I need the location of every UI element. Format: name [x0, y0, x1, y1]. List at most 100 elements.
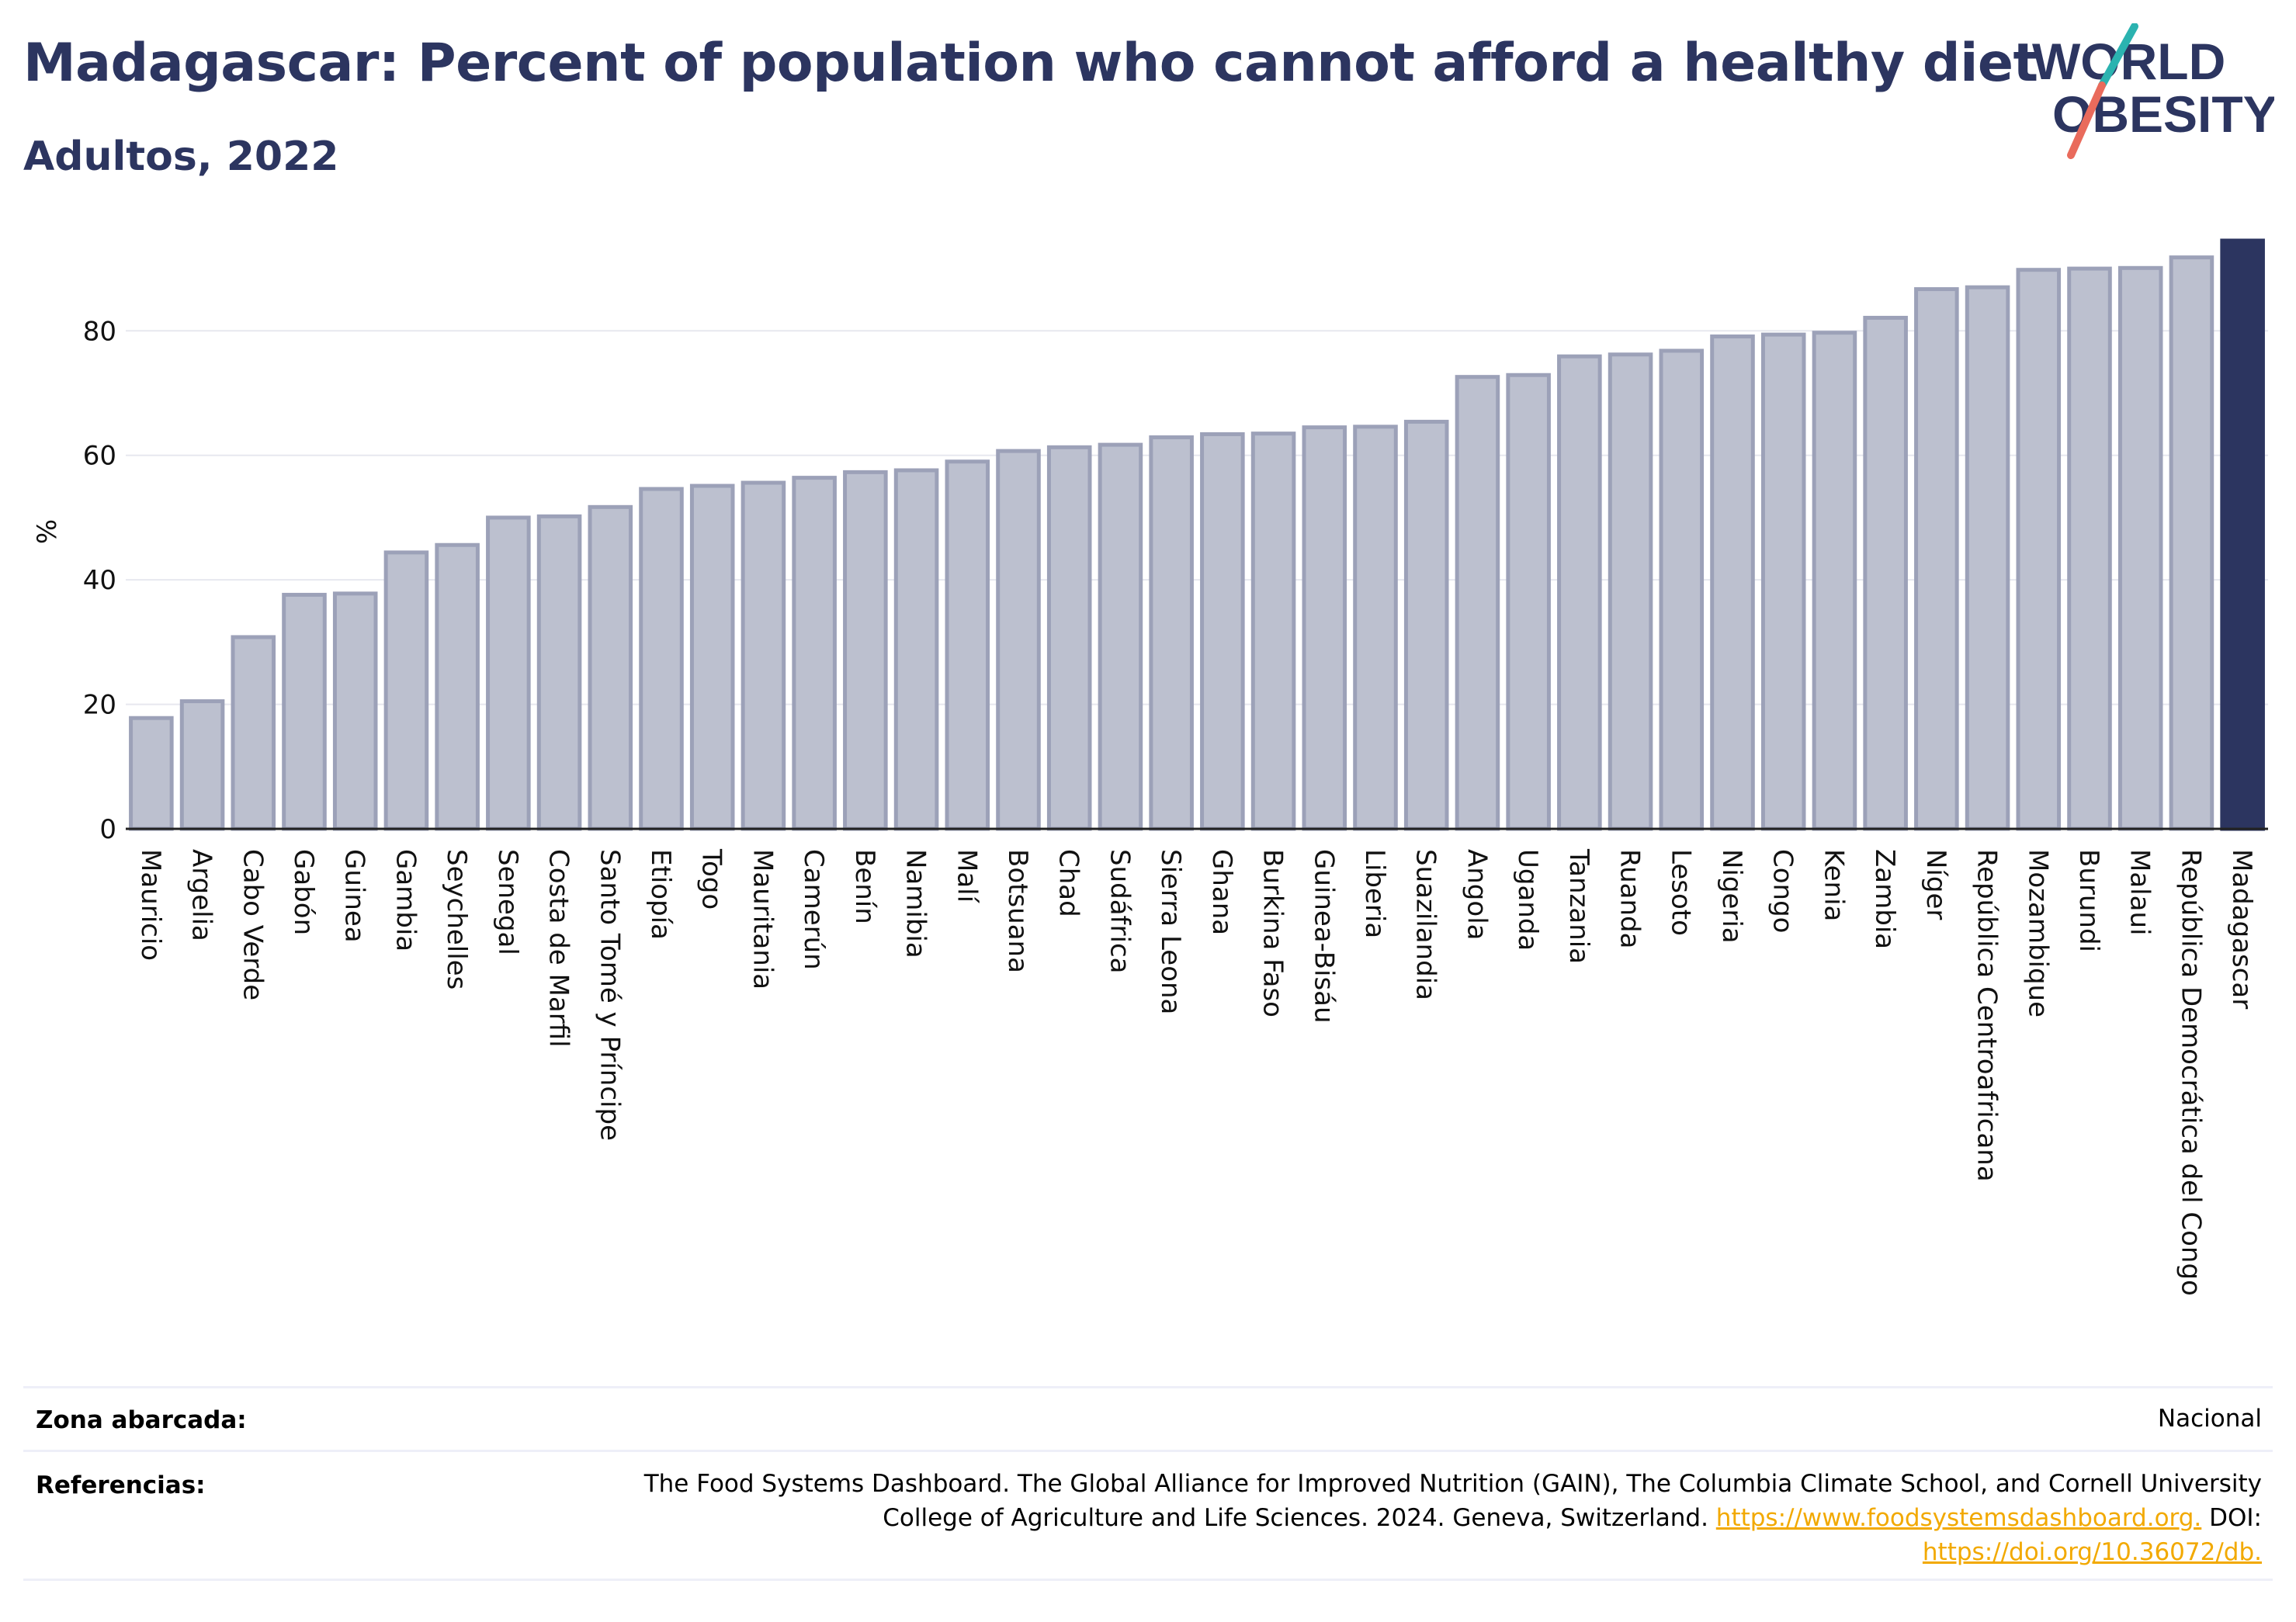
bar-argelia[interactable] [179, 699, 225, 831]
y-axis-label: % [32, 519, 63, 544]
doi-link[interactable]: https://doi.org/10.36072/db. [1922, 1538, 2262, 1566]
bar-mauricio[interactable] [129, 716, 174, 831]
bar-liberia[interactable] [1353, 425, 1398, 831]
bar-chad[interactable] [1046, 445, 1092, 831]
x-tick-label: Suazilandia [1410, 849, 1441, 1000]
doi-label: DOI: [2209, 1504, 2262, 1532]
bars [129, 238, 2265, 831]
bar-guinea-bisáu[interactable] [1302, 425, 1347, 831]
x-tick-label: Chad [1053, 849, 1084, 917]
chart-subtitle: Adultos, 2022 [23, 133, 339, 180]
x-tick-label: Cabo Verde [237, 849, 268, 1000]
bar-suazilandia[interactable] [1403, 419, 1449, 831]
x-tick-label: Madagascar [2226, 849, 2257, 1009]
bar-guinea[interactable] [332, 591, 378, 831]
bar-angola[interactable] [1455, 375, 1500, 831]
bar-costa-de-marfil[interactable] [536, 514, 582, 831]
bar-namibia[interactable] [893, 468, 939, 831]
x-tick-labels: Mauricio Argelia Cabo Verde Gabón Guinea Gamb… [135, 848, 2257, 1296]
bar-sierra-leona[interactable] [1149, 435, 1194, 831]
bar-nigeria[interactable] [1710, 334, 1755, 831]
bar-república-democrática-del-congo[interactable] [2169, 255, 2214, 831]
bar-república-centroafricana[interactable] [1965, 285, 2010, 831]
x-tick-label: Kenia [1818, 849, 1849, 921]
footer-divider-top [23, 1386, 2273, 1388]
bar-níger[interactable] [1914, 287, 1959, 831]
x-tick-label: Etiopía [645, 849, 676, 940]
bar-congo[interactable] [1760, 332, 1806, 831]
bar-togo[interactable] [689, 483, 735, 831]
x-tick-label: Guinea [339, 849, 370, 943]
bar-gabón[interactable] [282, 592, 327, 831]
bar-burundi[interactable] [2067, 266, 2112, 831]
x-tick-label: Santo Tomé y Príncipe [594, 849, 625, 1141]
x-tick-label: Angola [1461, 849, 1492, 940]
x-tick-label: Gambia [390, 849, 421, 951]
x-tick-label: Burkina Faso [1257, 849, 1288, 1017]
x-tick-label: Argelia [186, 849, 217, 941]
x-tick-label: Guinea-Bisáu [1308, 849, 1339, 1024]
bar-ghana[interactable] [1200, 431, 1245, 831]
x-tick-label: Congo [1767, 849, 1798, 933]
bar-ruanda[interactable] [1608, 352, 1653, 831]
x-tick-label: Ruanda [1614, 849, 1646, 948]
x-tick-label: Liberia [1359, 849, 1390, 938]
x-tick-label: República Democrática del Congo [2175, 849, 2206, 1296]
bar-cabo-verde[interactable] [231, 635, 276, 831]
y-tick-labels: 0 20 40 60 80% [32, 316, 116, 845]
x-tick-label: Costa de Marfil [543, 849, 574, 1048]
footer-divider-bottom [23, 1579, 2273, 1581]
references-label: Referencias: [36, 1471, 206, 1499]
bar-santo-tomé-y-príncipe[interactable] [588, 504, 633, 831]
bar-seychelles[interactable] [435, 542, 480, 831]
footer-divider-middle [23, 1450, 2273, 1452]
bar-etiopía[interactable] [639, 487, 684, 831]
bar-burkina-faso[interactable] [1250, 431, 1296, 831]
x-tick-label: República Centroafricana [1972, 849, 2003, 1182]
bar-camerún[interactable] [792, 476, 837, 831]
references-text: The Food Systems Dashboard. The Global A… [515, 1467, 2262, 1569]
bar-benín[interactable] [843, 470, 888, 831]
x-tick-label: Burundi [2073, 849, 2104, 952]
x-tick-label: Botsuana [1002, 849, 1033, 973]
bar-sudáfrica[interactable] [1098, 442, 1143, 831]
bar-lesoto[interactable] [1659, 348, 1705, 831]
x-tick-label: Malí [951, 849, 982, 904]
bar-gambia[interactable] [383, 550, 429, 831]
dashboard-link[interactable]: https://www.foodsystemsdashboard.org. [1715, 1504, 2202, 1532]
x-tick-label: Namibia [900, 849, 931, 958]
x-tick-label: Zambia [1869, 849, 1900, 949]
bar-mauritania[interactable] [740, 480, 786, 831]
logo-slash-teal [2098, 23, 2138, 89]
bar-chart: 0 20 40 60 80% Mauricio Argelia Cabo Verde Gabó… [32, 238, 2268, 1296]
bar-madagascar[interactable] [2220, 238, 2265, 831]
bar-uganda[interactable] [1506, 373, 1551, 831]
x-tick-label: Gabón [288, 849, 319, 935]
references-line-1: The Food Systems Dashboard. The Global A… [643, 1470, 2262, 1498]
x-tick-label: Mauricio [135, 849, 166, 961]
x-tick-label: Togo [696, 848, 727, 910]
x-tick-label: Sudáfrica [1104, 849, 1135, 973]
chart-title: Madagascar: Percent of population who ca… [23, 33, 2038, 94]
coverage-label: Zona abarcada: [36, 1406, 247, 1434]
bar-kenia[interactable] [1812, 331, 1857, 831]
references-line-2: College of Agriculture and Life Sciences… [883, 1504, 1708, 1532]
bar-mozambique[interactable] [2016, 268, 2062, 831]
x-tick-label: Seychelles [441, 849, 472, 989]
bar-malaui[interactable] [2117, 265, 2163, 831]
y-tick-label-60: 60 [83, 441, 116, 472]
x-tick-label: Benín [849, 849, 880, 924]
bar-senegal[interactable] [486, 515, 531, 831]
y-tick-label-0: 0 [99, 814, 116, 845]
x-tick-label: Senegal [492, 849, 523, 955]
x-tick-label: Malaui [2124, 849, 2156, 935]
x-tick-label: Nigeria [1716, 849, 1747, 944]
x-tick-label: Tanzania [1563, 848, 1594, 964]
y-tick-label-80: 80 [83, 316, 116, 347]
x-tick-label: Uganda [1512, 849, 1543, 951]
bar-botsuana[interactable] [996, 449, 1041, 831]
bar-zambia[interactable] [1863, 315, 1908, 831]
bar-malí[interactable] [945, 459, 990, 831]
bar-tanzania[interactable] [1557, 354, 1602, 831]
y-tick-label-40: 40 [83, 565, 116, 596]
